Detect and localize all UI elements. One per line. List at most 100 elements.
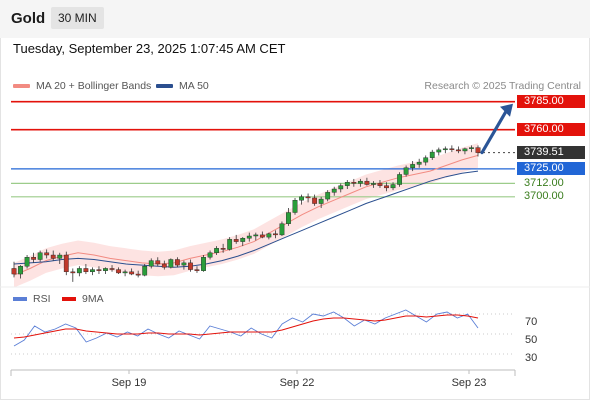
legend-rsi-swatch bbox=[13, 297, 27, 302]
candle-body bbox=[50, 254, 56, 259]
candle-body bbox=[253, 234, 259, 237]
rsi-tick-50: 50 bbox=[525, 334, 538, 346]
candle-body bbox=[155, 260, 161, 265]
legend-ma50-label: MA 50 bbox=[179, 80, 209, 92]
level-label-3760-00: 3760.00 bbox=[517, 123, 585, 137]
candle-body bbox=[174, 259, 180, 266]
candle-body bbox=[351, 182, 357, 184]
projection-arrow-head bbox=[500, 103, 513, 117]
candle-body bbox=[403, 167, 409, 175]
candle-body bbox=[233, 239, 239, 242]
projection-arrow bbox=[480, 108, 509, 155]
candle-body bbox=[305, 196, 311, 199]
candle-body bbox=[266, 233, 272, 238]
candle-body bbox=[194, 269, 200, 271]
candle-body bbox=[161, 263, 167, 268]
candle-body bbox=[188, 262, 193, 270]
candle-body bbox=[96, 269, 102, 271]
candle-body bbox=[122, 271, 128, 274]
candle-body bbox=[11, 268, 17, 275]
candle-body bbox=[227, 239, 233, 250]
candle-body bbox=[286, 212, 291, 224]
candle-body bbox=[76, 268, 82, 274]
bollinger-band bbox=[14, 143, 478, 288]
rsi-tick-70: 70 bbox=[525, 316, 538, 328]
candle-body bbox=[90, 269, 95, 273]
legend-ma20: MA 20 + Bollinger Bands bbox=[13, 80, 151, 92]
candle-body bbox=[299, 196, 304, 201]
candle-body bbox=[181, 262, 187, 266]
candle-body bbox=[292, 199, 298, 213]
legend-ma50-swatch bbox=[156, 84, 173, 89]
candle-body bbox=[279, 223, 285, 236]
candle-body bbox=[135, 273, 141, 276]
legend-ma20-label: MA 20 + Bollinger Bands bbox=[36, 80, 152, 92]
research-credit: Research © 2025 Trading Central bbox=[424, 80, 581, 92]
candle-body bbox=[377, 183, 383, 186]
candle-body bbox=[410, 164, 416, 168]
level-label-3712-00: 3712.00 bbox=[524, 176, 564, 189]
candle-body bbox=[357, 180, 363, 184]
x-tick-sep23: Sep 23 bbox=[451, 377, 487, 389]
candle-body bbox=[325, 192, 331, 200]
candle-body bbox=[259, 234, 265, 238]
rsi-tick-30: 30 bbox=[525, 352, 538, 364]
rsi-9ma-line bbox=[13, 314, 479, 339]
candle-body bbox=[449, 148, 455, 151]
legend-ma50: MA 50 bbox=[156, 80, 209, 92]
candle-body bbox=[57, 254, 63, 259]
candle-body bbox=[44, 252, 50, 256]
candle-body bbox=[371, 183, 376, 185]
candle-body bbox=[442, 148, 448, 151]
candle-body bbox=[37, 252, 43, 260]
candle-body bbox=[18, 266, 23, 275]
legend-9ma: 9MA bbox=[62, 293, 104, 305]
candle-body bbox=[416, 161, 422, 165]
candle-body bbox=[455, 149, 461, 152]
candle-body bbox=[246, 235, 252, 239]
candle-body bbox=[475, 147, 481, 153]
candle-body bbox=[384, 185, 389, 189]
instrument-title: Gold bbox=[11, 10, 46, 27]
level-label-3739-51: 3739.51 bbox=[517, 146, 585, 160]
candle-body bbox=[436, 149, 442, 153]
rsi-line bbox=[13, 309, 479, 347]
candle-body bbox=[423, 157, 429, 163]
x-tick-sep19: Sep 19 bbox=[111, 377, 147, 389]
candle-body bbox=[214, 248, 219, 253]
candle-body bbox=[207, 252, 213, 258]
candle-body bbox=[24, 257, 30, 267]
candle-body bbox=[70, 271, 76, 274]
candle-body bbox=[240, 238, 246, 242]
candle-body bbox=[109, 268, 115, 270]
candle-body bbox=[429, 151, 435, 158]
candle-body bbox=[331, 188, 337, 193]
candle-body bbox=[31, 257, 37, 260]
candle-body bbox=[390, 184, 396, 189]
legend-9ma-label: 9MA bbox=[82, 293, 104, 305]
candle-body bbox=[116, 269, 121, 274]
candle-body bbox=[318, 198, 324, 204]
candle-body bbox=[142, 266, 148, 276]
candle-body bbox=[462, 148, 468, 152]
date-timestamp: Tuesday, September 23, 2025 1:07:45 AM C… bbox=[13, 41, 286, 56]
candle-body bbox=[168, 259, 174, 268]
candle-body bbox=[338, 185, 344, 190]
candle-body bbox=[273, 233, 278, 236]
candle-body bbox=[201, 257, 206, 271]
candle-body bbox=[83, 268, 89, 273]
level-label-3725-00: 3725.00 bbox=[517, 162, 585, 176]
ma50-line bbox=[13, 170, 479, 268]
candle-body bbox=[63, 254, 69, 273]
candle-body bbox=[103, 268, 108, 271]
x-tick-sep22: Sep 22 bbox=[279, 377, 315, 389]
chart-header: Gold 30 MIN bbox=[0, 0, 590, 38]
candle-body bbox=[364, 180, 370, 185]
timeframe-badge[interactable]: 30 MIN bbox=[51, 7, 104, 29]
candle-body bbox=[312, 197, 318, 204]
candle-body bbox=[344, 182, 350, 186]
candle-body bbox=[129, 271, 135, 275]
level-label-3700-00: 3700.00 bbox=[524, 190, 564, 203]
candle-body bbox=[220, 248, 226, 250]
